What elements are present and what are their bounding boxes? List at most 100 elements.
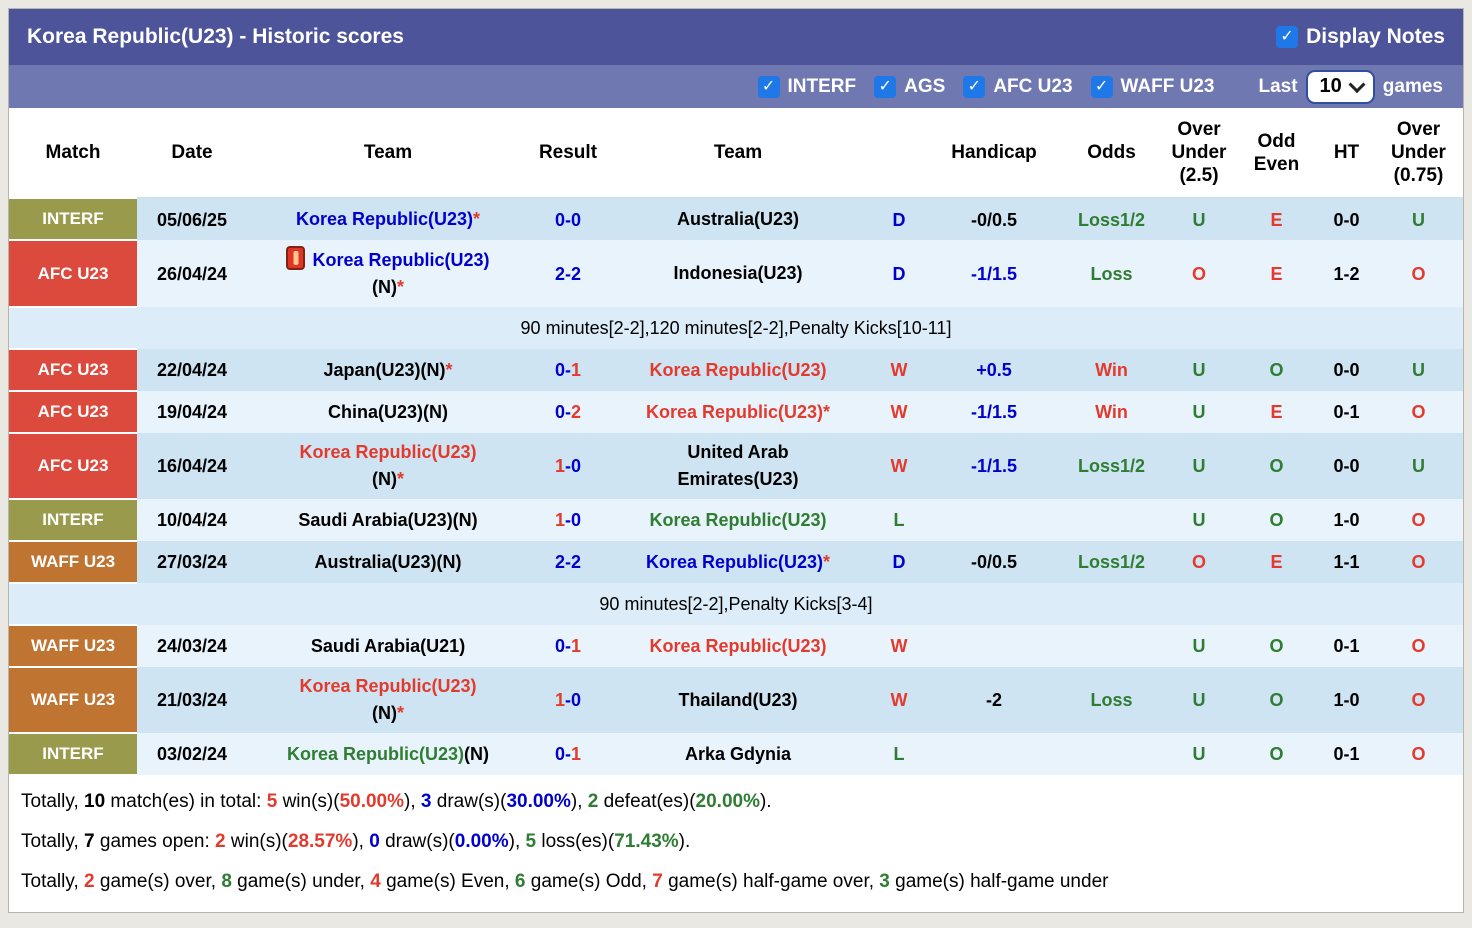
filter-afc-u23-checkbox-icon[interactable] — [963, 76, 986, 98]
team-link[interactable]: * — [396, 277, 404, 297]
odds-cell-value: Win — [1095, 360, 1128, 380]
team-link[interactable]: Saudi Arabia(U23)(N) — [298, 509, 478, 530]
team-link[interactable]: * — [396, 469, 404, 489]
filter-waff-u23[interactable]: WAFF U23 — [1090, 76, 1214, 98]
team-link[interactable]: United Arab — [687, 442, 789, 462]
odd-even-cell: O — [1234, 349, 1319, 391]
handicap-cell-value: -0/0.5 — [970, 209, 1018, 230]
games-count-select[interactable]: 10 — [1305, 69, 1375, 104]
team-link[interactable]: * — [396, 703, 404, 723]
team-link[interactable]: Emirates(U23) — [677, 469, 799, 489]
odds-cell-value: Loss — [1090, 263, 1133, 284]
filter-ags[interactable]: AGS — [874, 76, 945, 98]
result-cell: 1-0 — [529, 499, 607, 541]
odds-cell-value: Loss1/2 — [1077, 552, 1146, 572]
team-link[interactable]: Korea Republic(U23) — [645, 551, 824, 572]
games-count-value: 10 — [1319, 74, 1342, 97]
over-under-075-cell-value: O — [1411, 263, 1426, 284]
odd-even-cell: E — [1234, 240, 1319, 307]
ht-cell-value: 0-0 — [1333, 456, 1360, 476]
odds-cell: Win — [1059, 391, 1164, 433]
team-name-line: Australia(U23) — [609, 206, 867, 233]
team-link[interactable]: Thailand(U23) — [678, 689, 798, 710]
page-title: Korea Republic(U23) - Historic scores — [27, 25, 404, 48]
odd-even-cell: E — [1234, 198, 1319, 240]
handicap-cell-value: +0.5 — [976, 360, 1012, 380]
home-score: 1 — [554, 456, 565, 476]
home-score: 0 — [554, 402, 565, 422]
team-name-line: Saudi Arabia(U23)(N) — [249, 507, 527, 534]
team-link[interactable]: (N) — [371, 703, 397, 723]
ht-cell: 0-0 — [1319, 349, 1374, 391]
team-link[interactable]: Japan(U23)(N) — [323, 359, 446, 380]
team-link[interactable]: Korea Republic(U23) — [299, 676, 477, 696]
filter-ags-checkbox-icon[interactable] — [874, 76, 897, 98]
team-link[interactable]: China(U23)(N) — [328, 401, 448, 422]
team-link[interactable]: * — [445, 359, 453, 380]
ht-cell-value: 1-1 — [1333, 552, 1360, 572]
over-under-075-cell-value: U — [1412, 209, 1425, 230]
team-link[interactable]: Indonesia(U23) — [673, 263, 803, 283]
date-cell: 03/02/24 — [156, 744, 228, 764]
home-team-cell: Saudi Arabia(U23)(N) — [247, 499, 529, 541]
display-notes-toggle[interactable]: Display Notes — [1276, 25, 1445, 49]
display-notes-checkbox-icon[interactable] — [1276, 26, 1299, 48]
filter-afc-u23[interactable]: AFC U23 — [963, 76, 1073, 98]
match-note: 90 minutes[2-2],Penalty Kicks[3-4] — [599, 594, 873, 614]
odd-even-cell-value: O — [1269, 456, 1284, 476]
team-link[interactable]: * — [473, 209, 481, 229]
wdl-cell: W — [869, 667, 929, 733]
wdl-cell-value: D — [892, 263, 906, 284]
team-name-line: Japan(U23)(N)* — [249, 357, 527, 384]
team-link[interactable]: (N) — [464, 743, 490, 764]
team-name-line: Korea Republic(U23) — [609, 507, 867, 534]
filter-interf[interactable]: INTERF — [757, 76, 856, 98]
team-name-line: Korea Republic(U23)* — [249, 206, 527, 233]
team-link[interactable]: Korea Republic(U23) — [299, 442, 477, 462]
league-badge: INTERF — [9, 197, 137, 241]
team-link[interactable]: Korea Republic(U23) — [649, 509, 827, 530]
filter-waff-u23-checkbox-icon[interactable] — [1090, 76, 1113, 98]
filter-interf-checkbox-icon[interactable] — [757, 76, 780, 98]
over-under-075-cell-value: O — [1411, 552, 1426, 572]
odd-even-cell-value: O — [1269, 690, 1284, 710]
score-dash: - — [565, 209, 571, 230]
team-link[interactable]: Arka Gdynia — [684, 743, 792, 764]
odd-even-cell: O — [1234, 625, 1319, 667]
team-link[interactable]: * — [823, 551, 831, 572]
result-cell: 0-1 — [529, 733, 607, 775]
match-row: INTERF 05/06/25 Korea Republic(U23)* 0-0 Aus… — [9, 197, 1463, 241]
handicap-cell — [929, 499, 1059, 541]
summary-segment: ), — [404, 791, 421, 812]
handicap-cell-value: -1/1.5 — [970, 402, 1018, 422]
wdl-cell-value: L — [893, 744, 905, 764]
result-cell: 2-2 — [529, 541, 607, 583]
over-under-25-cell-value: U — [1192, 456, 1206, 476]
team-link[interactable]: (N) — [371, 277, 397, 297]
team-link[interactable]: Korea Republic(U23) — [649, 635, 827, 656]
team-link[interactable]: Australia(U23)(N) — [314, 551, 462, 572]
team-link[interactable]: Korea Republic(U23)* — [645, 401, 831, 422]
summary-segment: 0.00% — [454, 831, 509, 852]
team-name-line: (N)* — [249, 466, 527, 493]
summary-segment: game(s) over, — [94, 871, 222, 892]
team-link[interactable]: Korea Republic(U23) — [649, 359, 827, 380]
over-under-075-cell: O — [1374, 625, 1463, 667]
team-name-line: (N)* — [249, 274, 527, 301]
team-link[interactable]: (N) — [371, 469, 397, 489]
summary-segment: 2 — [84, 871, 95, 892]
team-link[interactable]: Korea Republic(U23) — [295, 209, 474, 229]
home-score: 1 — [554, 690, 565, 710]
team-link[interactable]: Australia(U23) — [676, 209, 800, 229]
column-header-match: Match — [9, 108, 137, 198]
away-team-cell: Korea Republic(U23)* — [607, 391, 869, 433]
team-link[interactable]: Korea Republic(U23) — [312, 250, 490, 270]
team-link[interactable]: Korea Republic(U23) — [286, 743, 465, 764]
wdl-cell-value: W — [890, 636, 908, 656]
team-name-line: Korea Republic(U23) — [249, 439, 527, 466]
over-under-25-cell: O — [1164, 541, 1234, 583]
odd-even-cell: O — [1234, 733, 1319, 775]
historic-scores-panel: Korea Republic(U23) - Historic scores Di… — [8, 8, 1464, 913]
team-link[interactable]: Saudi Arabia(U21) — [310, 635, 466, 656]
wdl-cell-value: W — [890, 402, 908, 422]
